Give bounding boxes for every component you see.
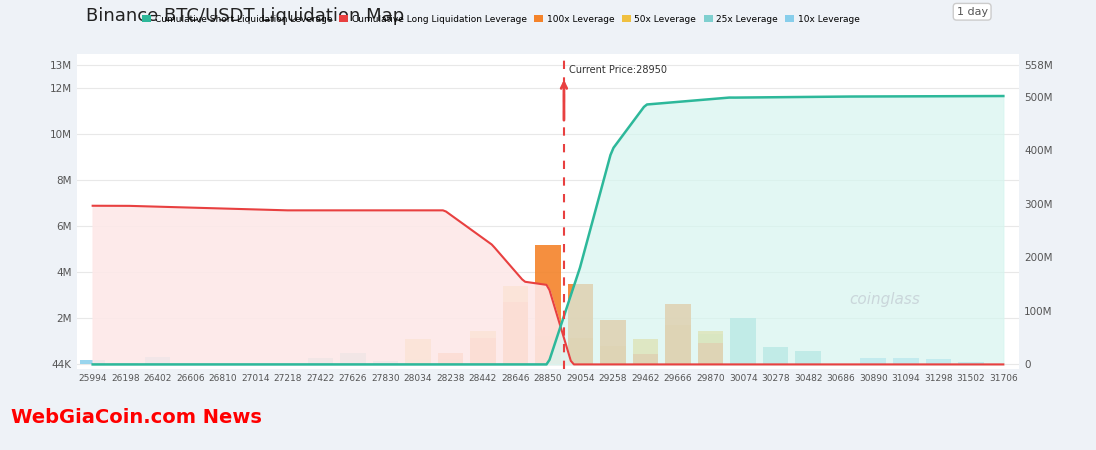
Bar: [568, 338, 593, 364]
Bar: [437, 359, 464, 365]
Bar: [665, 325, 690, 364]
Bar: [601, 320, 626, 364]
Bar: [340, 353, 366, 364]
Bar: [730, 318, 756, 364]
Bar: [308, 358, 333, 365]
Bar: [632, 354, 659, 364]
Bar: [470, 331, 495, 364]
Text: Current Price:28950: Current Price:28950: [569, 65, 666, 75]
Bar: [698, 331, 723, 364]
Bar: [503, 302, 528, 365]
Bar: [796, 351, 821, 364]
Bar: [80, 360, 105, 364]
Bar: [925, 359, 951, 365]
Bar: [406, 360, 431, 364]
Bar: [698, 343, 723, 364]
Bar: [665, 304, 690, 364]
Bar: [535, 336, 561, 364]
Bar: [698, 334, 723, 365]
Bar: [893, 358, 918, 364]
Legend: Cumulative Short Liquidation Leverage, Cumulative Long Liquidation Leverage, 100: Cumulative Short Liquidation Leverage, C…: [138, 11, 864, 27]
Bar: [535, 245, 561, 364]
Bar: [796, 363, 821, 365]
Bar: [437, 353, 464, 364]
Text: coinglass: coinglass: [849, 292, 921, 307]
Text: Binance BTC/USDT Liquidation Map: Binance BTC/USDT Liquidation Map: [87, 7, 404, 25]
Bar: [860, 358, 886, 364]
Text: 1 day: 1 day: [957, 7, 987, 17]
Bar: [568, 284, 593, 364]
Bar: [145, 356, 171, 365]
Bar: [763, 347, 788, 365]
Bar: [437, 361, 464, 364]
Bar: [470, 338, 495, 364]
Bar: [373, 361, 398, 365]
Bar: [406, 339, 431, 365]
Bar: [601, 346, 626, 364]
Bar: [958, 362, 983, 364]
Text: WebGiaCoin.com News: WebGiaCoin.com News: [11, 408, 262, 427]
Bar: [503, 286, 528, 364]
Bar: [632, 338, 659, 364]
Bar: [113, 363, 138, 365]
